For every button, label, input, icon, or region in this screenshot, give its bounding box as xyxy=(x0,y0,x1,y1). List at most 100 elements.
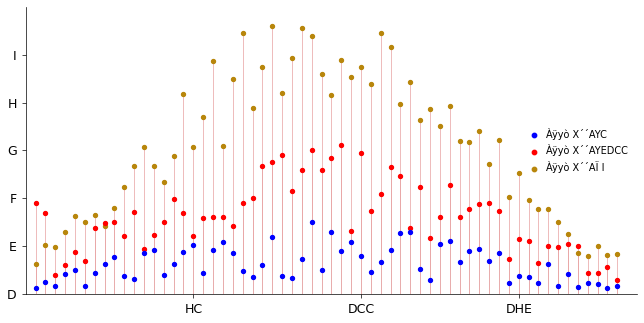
Point xyxy=(109,220,120,225)
Point xyxy=(129,276,139,281)
Point xyxy=(267,160,278,165)
Point xyxy=(612,284,623,289)
Point xyxy=(573,243,583,248)
Point xyxy=(435,214,445,220)
Point xyxy=(297,26,307,31)
Point xyxy=(494,251,504,256)
Point xyxy=(583,281,593,286)
Point xyxy=(444,182,455,188)
Point xyxy=(484,200,495,205)
Point xyxy=(119,184,129,190)
Point xyxy=(198,114,209,119)
Point xyxy=(307,33,317,38)
Point xyxy=(267,235,278,240)
Point xyxy=(573,251,583,256)
Point xyxy=(178,249,189,254)
Point xyxy=(41,210,51,215)
Point xyxy=(395,231,406,236)
Point xyxy=(149,233,159,238)
Point xyxy=(455,215,465,220)
Point xyxy=(375,260,386,265)
Point xyxy=(533,280,544,285)
Point xyxy=(218,143,228,149)
Point xyxy=(524,198,534,203)
Point xyxy=(543,243,553,248)
Point xyxy=(327,155,337,161)
Point xyxy=(336,248,346,254)
Point xyxy=(524,238,534,244)
Point xyxy=(356,151,366,156)
Point xyxy=(169,262,179,267)
Point xyxy=(238,200,248,205)
Point xyxy=(99,221,109,226)
Point xyxy=(553,220,564,225)
Point xyxy=(238,269,248,274)
Point xyxy=(99,262,109,267)
Point xyxy=(109,254,120,259)
Point xyxy=(395,101,406,106)
Point xyxy=(563,271,573,276)
Point xyxy=(592,271,603,276)
Point xyxy=(602,286,612,291)
Point xyxy=(257,64,267,69)
Point xyxy=(169,153,179,159)
Point xyxy=(129,164,139,169)
Point xyxy=(50,284,61,289)
Point xyxy=(385,247,395,252)
Point xyxy=(247,275,258,280)
Point xyxy=(513,171,524,176)
Point xyxy=(208,247,218,253)
Point xyxy=(395,173,406,179)
Point xyxy=(119,234,129,239)
Point xyxy=(504,256,514,261)
Point xyxy=(297,257,307,262)
Point xyxy=(60,263,70,268)
Point xyxy=(257,262,267,267)
Point xyxy=(247,195,258,201)
Point xyxy=(573,285,583,290)
Point xyxy=(504,194,514,200)
Point xyxy=(356,254,366,259)
Point xyxy=(366,269,376,274)
Point xyxy=(425,106,435,111)
Point xyxy=(455,138,465,143)
Point xyxy=(336,142,346,148)
Point xyxy=(287,276,297,281)
Point xyxy=(405,229,415,234)
Point xyxy=(149,247,159,252)
Point xyxy=(227,251,238,256)
Point xyxy=(238,30,248,36)
Point xyxy=(208,214,218,220)
Point xyxy=(50,244,61,249)
Point xyxy=(513,274,524,279)
Point xyxy=(543,207,553,212)
Point xyxy=(188,234,198,239)
Point xyxy=(169,196,179,202)
Point xyxy=(198,215,209,221)
Point xyxy=(415,266,425,271)
Point xyxy=(316,268,327,273)
Point xyxy=(80,219,90,224)
Point xyxy=(455,260,465,265)
Point xyxy=(375,30,386,35)
Point xyxy=(366,208,376,213)
Point xyxy=(30,261,41,266)
Point xyxy=(70,213,80,218)
Point xyxy=(30,201,41,206)
Point xyxy=(90,271,100,276)
Point xyxy=(198,271,209,276)
Point xyxy=(50,273,61,278)
Point xyxy=(444,239,455,244)
Point xyxy=(612,251,623,256)
Point xyxy=(70,267,80,273)
Point xyxy=(346,228,356,234)
Point xyxy=(287,56,297,61)
Point xyxy=(533,207,544,212)
Point xyxy=(227,224,238,229)
Point xyxy=(158,219,169,224)
Point xyxy=(435,241,445,246)
Point xyxy=(415,117,425,122)
Point xyxy=(277,90,287,96)
Point xyxy=(474,202,484,207)
Point xyxy=(208,58,218,64)
